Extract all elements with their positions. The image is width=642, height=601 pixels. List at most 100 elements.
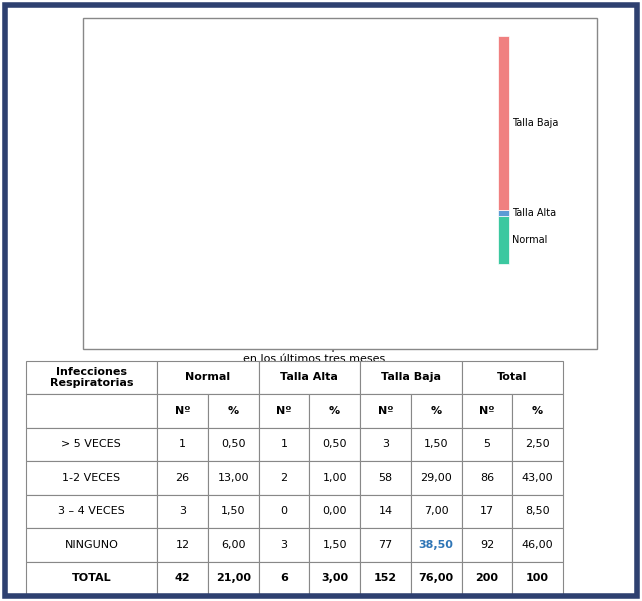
X-axis label: Infecciones Respiratorias
en los últimos tres meses: Infecciones Respiratorias en los últimos… <box>243 342 386 364</box>
FancyBboxPatch shape <box>309 495 360 528</box>
FancyBboxPatch shape <box>157 495 208 528</box>
FancyBboxPatch shape <box>512 495 563 528</box>
FancyBboxPatch shape <box>208 528 259 561</box>
Text: Talla Alta: Talla Alta <box>281 373 338 382</box>
FancyBboxPatch shape <box>411 461 462 495</box>
Text: 1-2 VECES: 1-2 VECES <box>62 473 121 483</box>
Text: 1,50: 1,50 <box>424 439 448 450</box>
Text: Infecciones
Respiratorias: Infecciones Respiratorias <box>49 367 133 388</box>
FancyBboxPatch shape <box>309 561 360 595</box>
Text: Normal: Normal <box>512 236 548 245</box>
FancyBboxPatch shape <box>208 427 259 461</box>
Text: 92: 92 <box>480 540 494 550</box>
FancyBboxPatch shape <box>157 461 208 495</box>
FancyBboxPatch shape <box>411 528 462 561</box>
Text: Nº: Nº <box>377 406 393 416</box>
FancyBboxPatch shape <box>309 528 360 561</box>
Text: NINGUNO: NINGUNO <box>64 540 118 550</box>
Text: 3: 3 <box>179 506 186 516</box>
Text: TOTAL: TOTAL <box>71 573 111 583</box>
FancyBboxPatch shape <box>360 361 462 394</box>
Text: %: % <box>431 406 442 416</box>
FancyBboxPatch shape <box>309 427 360 461</box>
FancyBboxPatch shape <box>26 361 157 394</box>
FancyBboxPatch shape <box>208 461 259 495</box>
FancyBboxPatch shape <box>157 361 259 394</box>
FancyBboxPatch shape <box>512 427 563 461</box>
FancyBboxPatch shape <box>157 394 208 427</box>
Text: 17: 17 <box>480 506 494 516</box>
FancyBboxPatch shape <box>411 427 462 461</box>
FancyBboxPatch shape <box>26 561 157 595</box>
FancyBboxPatch shape <box>462 528 512 561</box>
FancyBboxPatch shape <box>259 361 360 394</box>
Text: Total: Total <box>497 373 528 382</box>
Text: 29,00: 29,00 <box>421 473 452 483</box>
FancyBboxPatch shape <box>157 561 208 595</box>
Bar <box>157 195 299 264</box>
FancyBboxPatch shape <box>360 427 411 461</box>
Text: Talla Baja: Talla Baja <box>512 118 559 128</box>
Text: 2,50: 2,50 <box>525 439 550 450</box>
Text: %: % <box>228 406 239 416</box>
Text: 2: 2 <box>281 473 288 483</box>
FancyBboxPatch shape <box>360 461 411 495</box>
Bar <box>300 36 327 224</box>
Text: 100: 100 <box>526 573 549 583</box>
FancyBboxPatch shape <box>462 427 512 461</box>
Text: 1: 1 <box>179 439 186 450</box>
FancyBboxPatch shape <box>259 528 309 561</box>
Text: 58: 58 <box>378 473 392 483</box>
Bar <box>300 224 327 264</box>
FancyBboxPatch shape <box>26 427 157 461</box>
Bar <box>148 173 155 219</box>
Bar <box>329 227 481 234</box>
FancyBboxPatch shape <box>26 495 157 528</box>
Bar <box>148 36 155 173</box>
Text: 46,00: 46,00 <box>522 540 553 550</box>
Text: 3,00: 3,00 <box>321 573 348 583</box>
FancyBboxPatch shape <box>462 361 563 394</box>
Text: 1: 1 <box>281 439 288 450</box>
Text: 42: 42 <box>175 573 190 583</box>
Text: 38,50: 38,50 <box>419 540 454 550</box>
Text: %: % <box>329 406 340 416</box>
Text: 6,00: 6,00 <box>221 540 245 550</box>
Bar <box>329 234 481 264</box>
FancyBboxPatch shape <box>360 394 411 427</box>
Text: 26: 26 <box>175 473 189 483</box>
Text: 86: 86 <box>480 473 494 483</box>
FancyBboxPatch shape <box>462 461 512 495</box>
FancyBboxPatch shape <box>26 394 157 427</box>
FancyBboxPatch shape <box>309 461 360 495</box>
Text: 152: 152 <box>374 573 397 583</box>
Text: 76,00: 76,00 <box>419 573 454 583</box>
Text: 13,00: 13,00 <box>218 473 249 483</box>
Text: 3: 3 <box>281 540 288 550</box>
Text: > 5 VECES: > 5 VECES <box>62 439 121 450</box>
Bar <box>157 36 299 190</box>
Text: 6: 6 <box>280 573 288 583</box>
FancyBboxPatch shape <box>157 528 208 561</box>
Text: 0,50: 0,50 <box>322 439 347 450</box>
Text: 8,50: 8,50 <box>525 506 550 516</box>
FancyBboxPatch shape <box>208 561 259 595</box>
FancyBboxPatch shape <box>411 394 462 427</box>
FancyBboxPatch shape <box>360 528 411 561</box>
Text: 5: 5 <box>483 439 490 450</box>
Text: 200: 200 <box>476 573 498 583</box>
Text: 1,50: 1,50 <box>221 506 245 516</box>
FancyBboxPatch shape <box>208 394 259 427</box>
Text: %: % <box>532 406 543 416</box>
Text: 0,00: 0,00 <box>322 506 347 516</box>
FancyBboxPatch shape <box>208 495 259 528</box>
Bar <box>157 190 299 195</box>
Bar <box>148 219 155 264</box>
Bar <box>329 36 481 227</box>
Text: 14: 14 <box>378 506 392 516</box>
Text: Nº: Nº <box>276 406 291 416</box>
FancyBboxPatch shape <box>26 461 157 495</box>
FancyBboxPatch shape <box>411 495 462 528</box>
FancyBboxPatch shape <box>26 528 157 561</box>
FancyBboxPatch shape <box>512 561 563 595</box>
